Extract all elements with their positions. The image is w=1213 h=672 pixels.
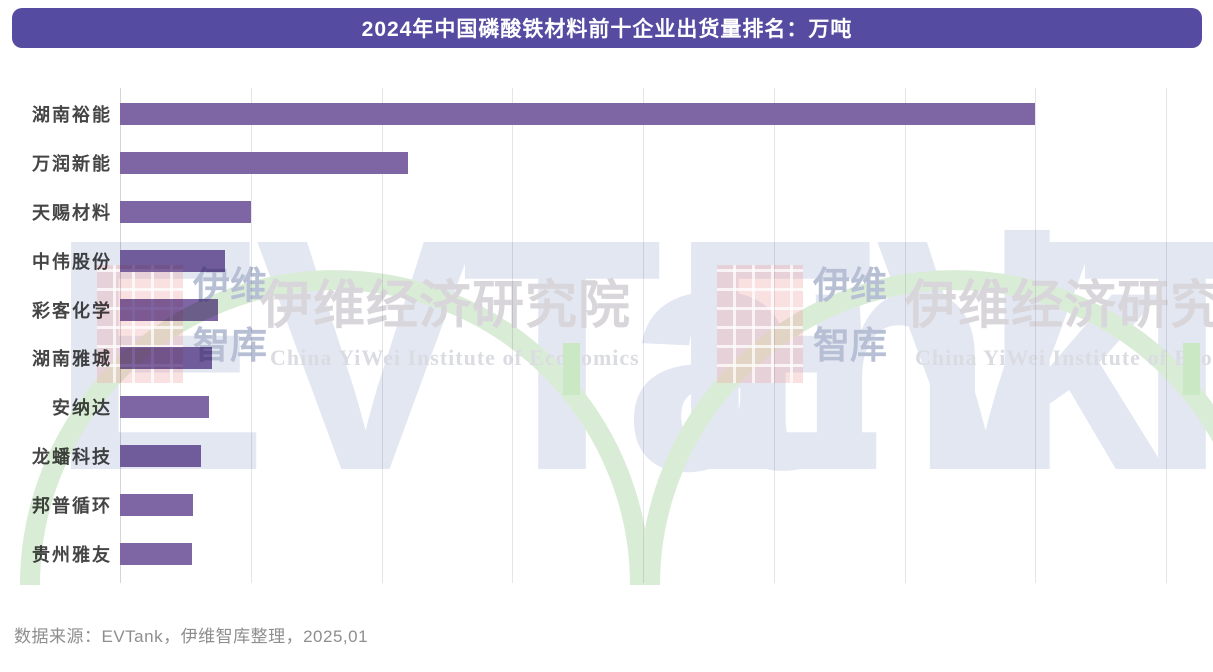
bar	[120, 444, 202, 467]
bar-row: 湖南雅城	[0, 334, 1213, 383]
category-label: 邦普循环	[32, 495, 112, 516]
category-label: 贵州雅友	[32, 544, 112, 565]
bar-track	[120, 90, 1213, 139]
bar-track	[120, 480, 1213, 529]
bar-row: 万润新能	[0, 139, 1213, 188]
bar-row: 彩客化学	[0, 285, 1213, 334]
bar-track	[120, 236, 1213, 285]
category-label: 万润新能	[32, 154, 112, 175]
bar-rows: 湖南裕能 万润新能 天赐材料 中伟股份 彩客化学 湖南雅城 安纳	[0, 90, 1213, 578]
bar-row: 龙蟠科技	[0, 432, 1213, 481]
bar	[120, 396, 209, 419]
category-label: 安纳达	[52, 398, 112, 419]
data-source-note: 数据来源：EVTank，伊维智库整理，2025,01	[14, 627, 369, 646]
bar	[120, 152, 408, 175]
bar-row: 湖南裕能	[0, 90, 1213, 139]
bar-track	[120, 383, 1213, 432]
bar	[120, 298, 219, 321]
bar	[120, 103, 1036, 126]
bar-track	[120, 432, 1213, 481]
bar-row: 中伟股份	[0, 236, 1213, 285]
bar-track	[120, 285, 1213, 334]
bar	[120, 347, 212, 370]
bar	[120, 493, 194, 516]
category-label: 湖南裕能	[32, 105, 112, 126]
chart-title-banner: 2024年中国磷酸铁材料前十企业出货量排名：万吨	[12, 8, 1202, 48]
bar-row: 安纳达	[0, 383, 1213, 432]
category-label: 中伟股份	[32, 251, 112, 272]
bar	[120, 249, 225, 272]
bar	[120, 200, 251, 223]
bar	[120, 542, 192, 565]
category-label: 湖南雅城	[32, 349, 112, 370]
bar-row: 邦普循环	[0, 480, 1213, 529]
bar-row: 天赐材料	[0, 188, 1213, 237]
bar-track	[120, 529, 1213, 578]
bar-track	[120, 188, 1213, 237]
category-label: 天赐材料	[32, 202, 112, 223]
bar-track	[120, 139, 1213, 188]
category-label: 龙蟠科技	[32, 446, 112, 467]
chart-title: 2024年中国磷酸铁材料前十企业出货量排名：万吨	[361, 18, 853, 41]
bar-row: 贵州雅友	[0, 529, 1213, 578]
category-label: 彩客化学	[32, 300, 112, 321]
bar-track	[120, 334, 1213, 383]
